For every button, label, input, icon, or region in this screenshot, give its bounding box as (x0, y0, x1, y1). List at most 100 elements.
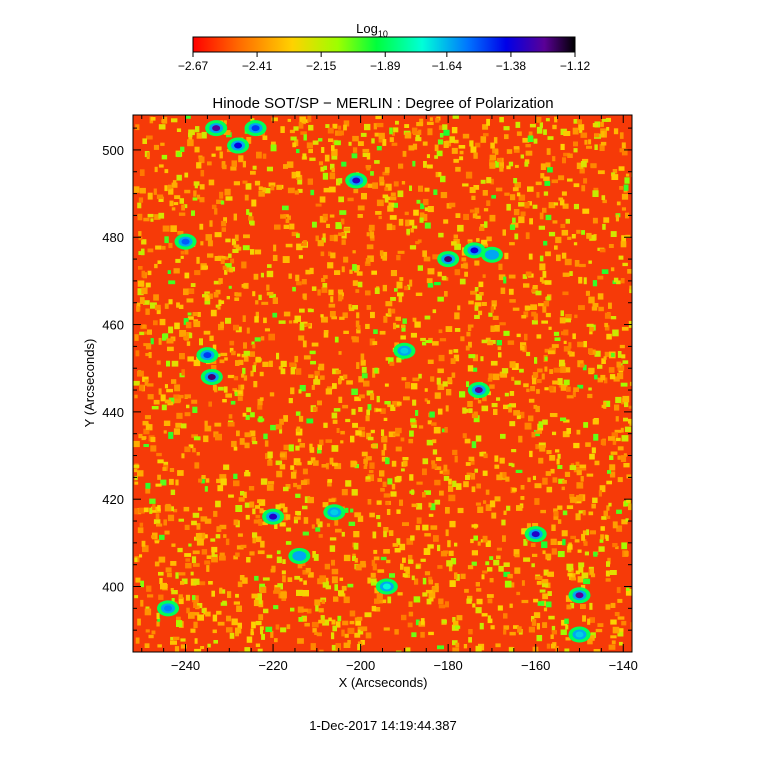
heatmap-speckle (148, 634, 154, 639)
heatmap-speckle (572, 391, 576, 398)
heatmap-speckle (181, 578, 188, 585)
heatmap-speckle (577, 341, 584, 348)
heatmap-speckle (592, 497, 598, 503)
heatmap-speckle (537, 601, 545, 606)
heatmap-speckle (235, 292, 242, 297)
heatmap-speckle (211, 546, 218, 553)
heatmap-speckle (300, 131, 307, 135)
heatmap-speckle (290, 136, 297, 141)
heatmap-speckle (626, 587, 630, 591)
heatmap-speckle (588, 367, 595, 374)
heatmap-speckle (351, 336, 357, 340)
heatmap-speckle (588, 387, 592, 391)
heatmap-speckle (138, 507, 145, 514)
heatmap-speckle (142, 138, 147, 144)
heatmap-speckle (545, 251, 551, 257)
heatmap-speckle (201, 131, 207, 139)
heatmap-speckle (185, 562, 192, 569)
heatmap-speckle (423, 198, 429, 206)
heatmap (133, 115, 632, 652)
heatmap-speckle (411, 489, 415, 495)
heatmap-speckle (211, 204, 217, 210)
heatmap-speckle (473, 535, 478, 541)
heatmap-speckle (491, 195, 496, 199)
heatmap-speckle (621, 620, 627, 626)
heatmap-speckle (156, 523, 163, 527)
heatmap-speckle (411, 127, 418, 134)
heatmap-speckle (343, 330, 349, 334)
heatmap-speckle (194, 270, 201, 276)
heatmap-speckle (463, 213, 469, 220)
heatmap-speckle (410, 535, 415, 541)
heatmap-speckle (179, 330, 187, 337)
heatmap-speckle (624, 551, 629, 557)
heatmap-speckle (388, 431, 396, 438)
heatmap-speckle (440, 192, 448, 199)
heatmap-speckle (528, 253, 533, 260)
heatmap-speckle (133, 186, 140, 193)
heatmap-speckle (281, 570, 286, 575)
heatmap-speckle (609, 464, 616, 471)
heatmap-speckle (504, 580, 512, 588)
heatmap-speckle (328, 186, 336, 193)
heatmap-speckle (217, 621, 225, 626)
heatmap-speckle (295, 462, 302, 466)
heatmap-speckle (485, 337, 491, 344)
heatmap-speckle (134, 475, 138, 481)
heatmap-speckle (299, 443, 305, 448)
heatmap-speckle (607, 515, 611, 519)
heatmap-speckle (599, 539, 604, 543)
heatmap-speckle (309, 350, 316, 355)
heatmap-speckle (392, 225, 396, 230)
heatmap-speckle (325, 439, 333, 443)
heatmap-speckle (529, 218, 533, 225)
heatmap-speckle (380, 487, 385, 492)
heatmap-speckle (505, 476, 510, 482)
heatmap-speckle (386, 223, 393, 231)
heatmap-speckle (323, 213, 328, 221)
heatmap-speckle (274, 522, 278, 529)
heatmap-speckle (283, 415, 288, 422)
heatmap-speckle (305, 393, 311, 397)
heatmap-speckle (581, 533, 585, 541)
heatmap-speckle (253, 381, 258, 388)
heatmap-speckle (603, 400, 611, 407)
heatmap-speckle (139, 297, 145, 304)
heatmap-speckle (250, 628, 254, 636)
heatmap-speckle (582, 615, 586, 622)
heatmap-speckle (480, 179, 486, 184)
heatmap-speckle (604, 351, 609, 357)
heatmap-speckle (414, 321, 421, 328)
heatmap-speckle (176, 412, 183, 419)
heatmap-speckle (296, 174, 303, 180)
heatmap-speckle (385, 357, 390, 361)
heatmap-speckle (347, 197, 354, 202)
heatmap-speckle (379, 176, 384, 182)
heatmap-speckle (593, 649, 601, 652)
heatmap-speckle (279, 464, 286, 470)
heatmap-speckle (301, 279, 307, 285)
heatmap-speckle (262, 521, 268, 526)
heatmap-speckle (230, 258, 235, 264)
heatmap-speckle (401, 377, 407, 381)
heatmap-speckle (280, 214, 287, 219)
heatmap-speckle (489, 162, 496, 169)
heatmap-speckle (432, 439, 437, 444)
heatmap-speckle (160, 479, 167, 486)
heatmap-speckle (422, 492, 426, 498)
heatmap-speckle (235, 360, 240, 366)
heatmap-speckle (278, 366, 283, 370)
heatmap-speckle (481, 405, 489, 412)
heatmap-speckle (615, 214, 619, 222)
heatmap-speckle (411, 503, 418, 508)
heatmap-speckle (150, 218, 154, 222)
heatmap-speckle (546, 148, 551, 155)
heatmap-speckle (176, 128, 182, 132)
heatmap-speckle (551, 179, 558, 184)
heatmap-speckle (381, 449, 385, 456)
heatmap-speckle (253, 599, 259, 607)
heatmap-speckle (408, 611, 414, 617)
heatmap-speckle (631, 618, 632, 623)
heatmap-speckle (519, 368, 524, 373)
heatmap-speckle (616, 361, 622, 368)
